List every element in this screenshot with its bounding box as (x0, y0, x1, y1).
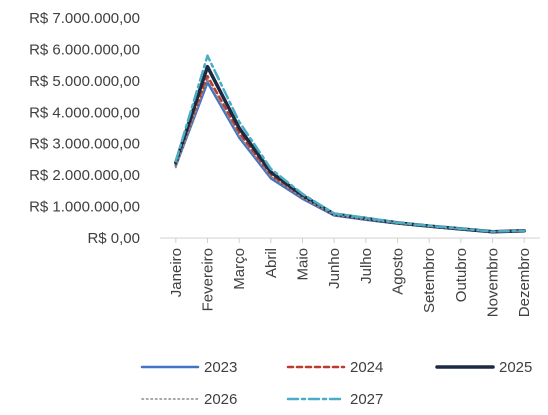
series-line-2026 (175, 78, 525, 233)
data-point (522, 229, 526, 232)
data-point (269, 167, 273, 171)
y-tick-label: R$ 4.000.000,00 (29, 104, 140, 121)
data-point (491, 230, 494, 233)
y-tick-label: R$ 5.000.000,00 (29, 73, 140, 90)
y-tick-label: R$ 6.000.000,00 (29, 41, 140, 58)
legend-item-2025: 2025 (435, 359, 532, 376)
data-point (174, 159, 178, 163)
x-tick-label: Maio (295, 248, 312, 281)
data-point (301, 196, 304, 199)
data-point (206, 54, 209, 57)
x-tick-label: Janeiro (168, 248, 185, 297)
x-tick-label: Março (231, 248, 248, 290)
data-point (237, 131, 241, 134)
legend-label: 2023 (204, 359, 237, 376)
data-point (237, 126, 241, 130)
data-point (396, 221, 399, 224)
x-tick-label: Fevereiro (200, 248, 217, 311)
legend-item-2024: 2024 (286, 359, 383, 376)
legend-label: 2027 (350, 391, 383, 408)
data-point (269, 170, 273, 174)
y-axis: R$ 0,00 R$ 1.000.000,00 R$ 2.000.000,00 R$ … (29, 10, 140, 247)
data-point (237, 134, 241, 138)
x-tick-label: Agosto (390, 248, 407, 295)
x-tick-label: Julho (358, 248, 375, 284)
data-point (427, 224, 431, 227)
data-point (301, 192, 304, 196)
series-line-2025 (174, 64, 526, 234)
series-2027 (174, 54, 526, 233)
legend-item-2026: 2026 (141, 391, 237, 408)
data-point (332, 212, 336, 215)
data-point (364, 216, 368, 220)
x-tick-label: Novembro (485, 248, 502, 317)
data-point (459, 227, 463, 230)
y-tick-label: R$ 0,00 (87, 230, 140, 247)
legend-item-2027: 2027 (286, 391, 383, 408)
y-tick-label: R$ 3.000.000,00 (29, 136, 140, 153)
series-line-2027 (174, 54, 526, 233)
data-point (206, 78, 209, 81)
legend-item-2023: 2023 (140, 359, 237, 376)
data-point (206, 74, 209, 78)
series-layer (174, 54, 526, 234)
data-point (174, 166, 178, 169)
data-point (206, 65, 209, 68)
x-tick-label: Junho (326, 248, 343, 289)
y-tick-label: R$ 1.000.000,00 (29, 199, 140, 216)
legend-label: 2025 (499, 359, 532, 376)
x-tick-label: Abril (263, 248, 280, 278)
y-tick-label: R$ 2.000.000,00 (29, 167, 140, 184)
legend: 2023 2024 2025 2026 2027 (140, 359, 532, 408)
series-line-2024 (174, 74, 526, 234)
legend-label: 2024 (350, 359, 383, 376)
x-tick-label: Dezembro (516, 248, 533, 317)
x-tick-label: Setembro (421, 248, 438, 313)
legend-label: 2026 (204, 391, 237, 408)
series-2025 (174, 64, 526, 234)
data-point (237, 120, 241, 123)
data-point (269, 175, 273, 178)
y-tick-label: R$ 7.000.000,00 (29, 10, 140, 27)
x-axis: Janeiro Fevereiro Março Abril Maio Junho Julho… (160, 237, 540, 317)
x-tick-label: Outubro (453, 248, 470, 302)
